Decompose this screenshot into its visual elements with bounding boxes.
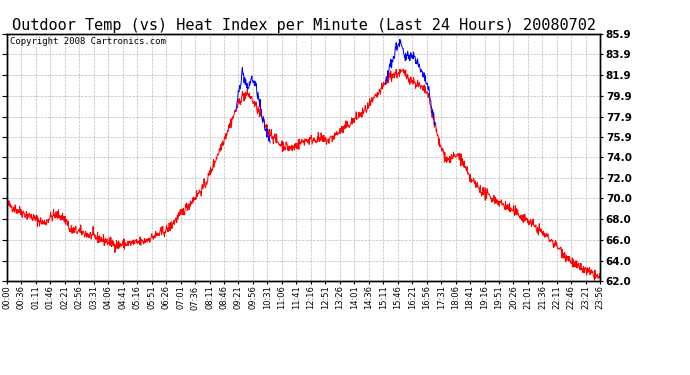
Title: Outdoor Temp (vs) Heat Index per Minute (Last 24 Hours) 20080702: Outdoor Temp (vs) Heat Index per Minute … <box>12 18 595 33</box>
Text: Copyright 2008 Cartronics.com: Copyright 2008 Cartronics.com <box>10 38 166 46</box>
